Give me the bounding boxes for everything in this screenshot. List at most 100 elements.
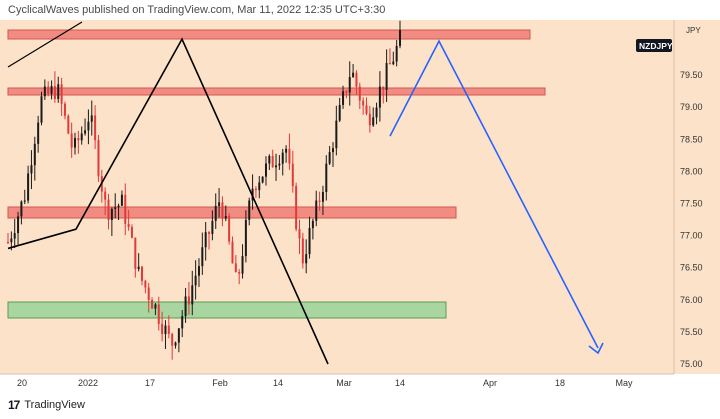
- candle-body: [355, 72, 358, 87]
- candle-body: [228, 216, 231, 242]
- last-price-badge: [675, 37, 719, 50]
- candle-body: [70, 133, 73, 148]
- candle-body: [167, 325, 170, 334]
- candle-body: [321, 192, 324, 202]
- time-axis[interactable]: 20 2022 17 Feb 14 Mar 14 Apr 18 May: [17, 378, 633, 388]
- plot-background: [0, 20, 674, 374]
- candle-body: [114, 207, 117, 209]
- candle-body: [368, 113, 371, 126]
- candle-body: [50, 86, 53, 94]
- candle-body: [191, 285, 194, 305]
- candle-body: [268, 155, 271, 164]
- candle-body: [40, 96, 43, 123]
- candle-body: [13, 233, 16, 239]
- candle-body: [60, 84, 63, 104]
- candle-body: [104, 191, 107, 200]
- candle-body: [27, 173, 30, 201]
- price-tick-label: 76.00: [680, 295, 703, 305]
- candle-body: [348, 77, 351, 93]
- candle-body: [110, 208, 113, 221]
- candle-body: [43, 86, 46, 97]
- price-tick-label: 79.00: [680, 102, 703, 112]
- candle-body: [141, 266, 144, 281]
- price-tick-label: 75.50: [680, 327, 703, 337]
- tradingview-logo-icon: 17: [8, 398, 20, 412]
- axis-background: [674, 20, 720, 374]
- candle-body: [238, 272, 241, 274]
- candle-body: [275, 165, 278, 168]
- candle-body: [298, 229, 301, 239]
- publisher-caption: CyclicalWaves published on TradingView.c…: [8, 4, 386, 16]
- candle-body: [67, 115, 70, 134]
- candles-layer: [7, 20, 401, 360]
- candle-body: [335, 120, 338, 149]
- zones-layer: [7, 29, 546, 319]
- candle-body: [97, 140, 100, 177]
- candle-body: [244, 219, 247, 257]
- symbol-badge[interactable]: NZDJPY: [636, 39, 673, 52]
- support-zone: [7, 301, 447, 319]
- projection-path: [389, 39, 599, 349]
- wave-layer: [7, 21, 604, 365]
- price-tick-label: 77.50: [680, 199, 703, 209]
- time-tick-label: May: [615, 378, 633, 388]
- candle-body: [318, 200, 321, 202]
- candle-body: [375, 107, 378, 118]
- candle-body: [288, 148, 291, 164]
- time-tick-label: Feb: [212, 378, 228, 388]
- price-tick-label: 76.50: [680, 263, 703, 273]
- candle-body: [107, 199, 110, 221]
- candle-body: [53, 86, 56, 100]
- candle-body: [214, 205, 217, 221]
- candle-body: [285, 148, 288, 153]
- symbol-badge-bg: [636, 39, 672, 52]
- candle-body: [124, 194, 127, 224]
- candle-body: [305, 254, 308, 264]
- candle-body: [315, 200, 318, 221]
- elliott-wave-line: [7, 37, 329, 365]
- candle-body: [301, 238, 304, 264]
- candle-body: [90, 115, 93, 122]
- candle-body: [248, 200, 251, 220]
- candle-body: [174, 342, 177, 346]
- candle-body: [20, 201, 23, 217]
- candle-body: [338, 104, 341, 121]
- candle-body: [388, 63, 391, 65]
- candle-body: [399, 30, 401, 46]
- candle-body: [362, 100, 365, 106]
- candle-body: [87, 121, 90, 131]
- candle-body: [211, 220, 214, 234]
- candle-body: [94, 115, 97, 141]
- time-tick-label: 14: [395, 378, 405, 388]
- candle-body: [201, 247, 204, 267]
- candle-body: [181, 316, 184, 329]
- time-tick-label: 18: [555, 378, 565, 388]
- candle-body: [184, 296, 187, 317]
- time-tick-label: 17: [145, 378, 155, 388]
- candle-body: [345, 91, 348, 93]
- candle-body: [261, 176, 264, 183]
- candle-body: [218, 202, 221, 206]
- projection-arrowhead: [588, 342, 604, 355]
- candle-body: [161, 323, 164, 335]
- price-tick-label: 78.50: [680, 134, 703, 144]
- candle-body: [221, 202, 224, 219]
- resistance-zone: [7, 206, 457, 219]
- candle-body: [130, 227, 133, 238]
- candle-body: [74, 137, 77, 148]
- candle-body: [7, 242, 9, 244]
- candle-body: [291, 163, 294, 187]
- tradingview-footer[interactable]: 17 TradingView: [8, 398, 85, 412]
- time-tick-label: 2022: [78, 378, 98, 388]
- candle-body: [328, 152, 331, 164]
- candle-body: [120, 194, 123, 206]
- candle-body: [134, 237, 137, 270]
- candle-body: [77, 137, 80, 141]
- candle-body: [63, 103, 66, 116]
- candle-body: [37, 122, 40, 144]
- candle-body: [254, 188, 257, 191]
- candle-body: [372, 117, 375, 126]
- tradingview-brand: TradingView: [24, 399, 85, 411]
